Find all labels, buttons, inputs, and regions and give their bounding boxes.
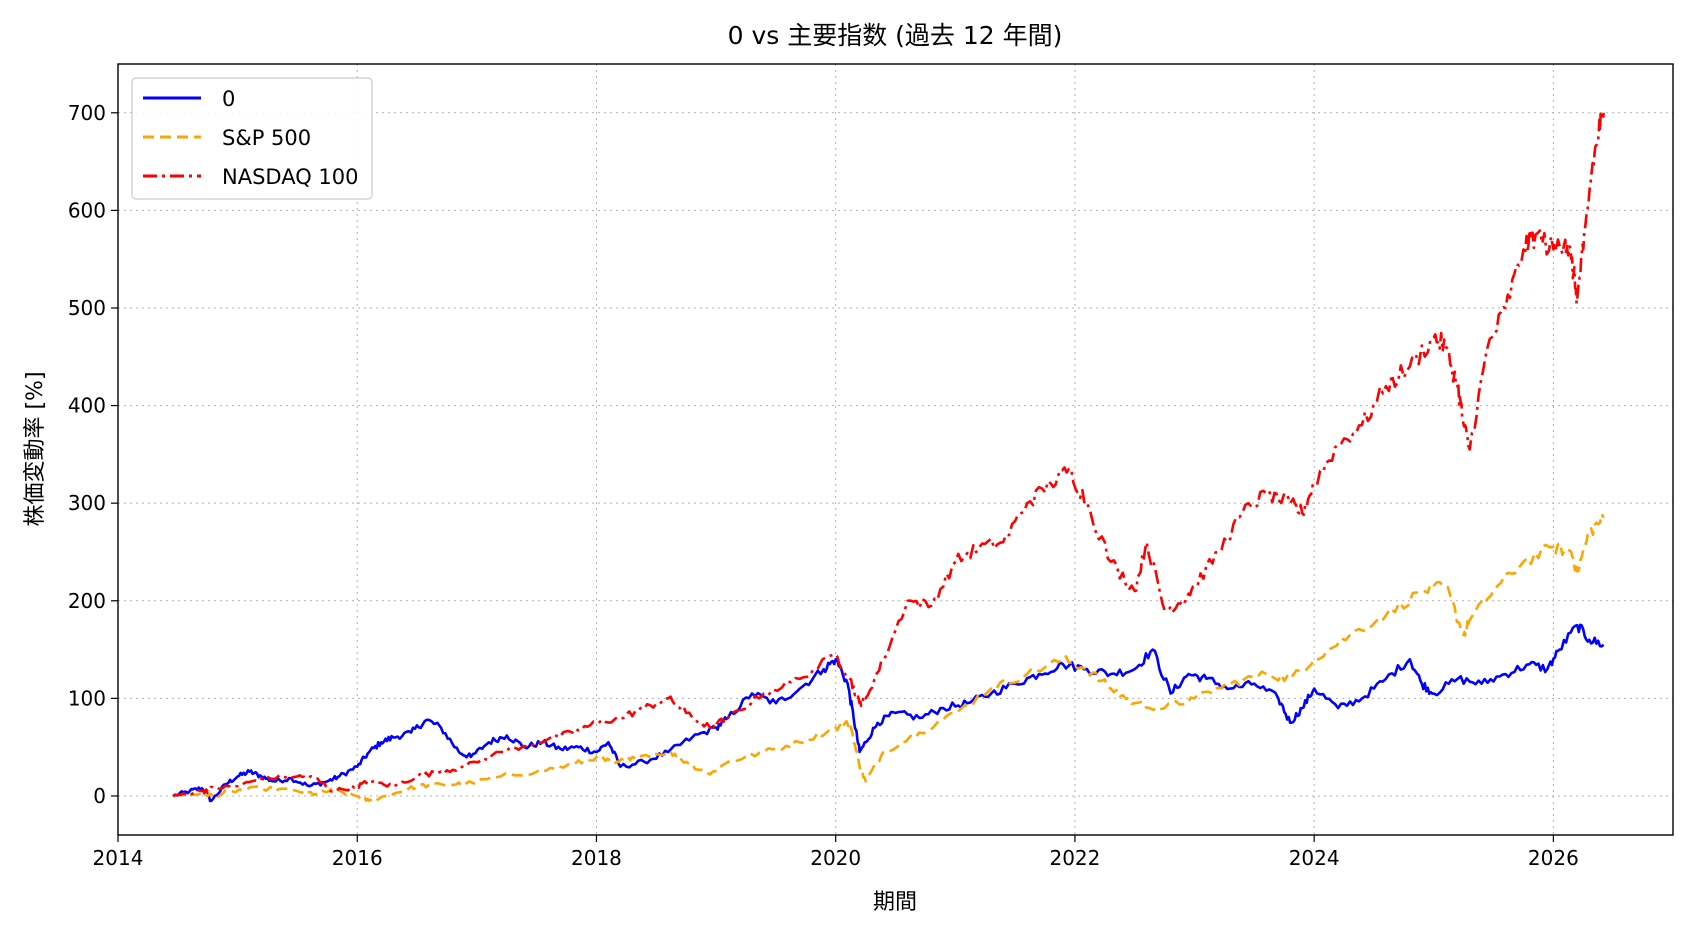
y-axis-title: 株価変動率 [%] <box>23 371 48 526</box>
y-tick-label: 700 <box>68 101 106 125</box>
y-axis: 0 100 200 300 400 500 600 700 <box>68 101 118 808</box>
x-tick-label: 2014 <box>93 846 144 870</box>
y-tick-label: 400 <box>68 394 106 418</box>
x-axis-title: 期間 <box>873 890 917 915</box>
series-line-2 <box>172 110 1605 798</box>
series-line-1 <box>172 512 1605 803</box>
y-tick-label: 200 <box>68 589 106 613</box>
x-tick-label: 2022 <box>1049 846 1100 870</box>
legend: 0 S&P 500 NASDAQ 100 <box>131 77 373 200</box>
x-tick-label: 2018 <box>571 846 622 870</box>
y-tick-label: 0 <box>93 784 106 808</box>
series-line-0 <box>172 623 1605 803</box>
y-tick-label: 500 <box>68 296 106 320</box>
chart-title: 0 vs 主要指数 (過去 12 年間) <box>728 21 1063 50</box>
series-layer <box>172 110 1605 803</box>
x-tick-label: 2024 <box>1289 846 1340 870</box>
plot-frame <box>117 63 1674 836</box>
legend-label-2: NASDAQ 100 <box>222 165 359 189</box>
y-tick-label: 300 <box>68 491 106 515</box>
legend-label-1: S&P 500 <box>222 126 311 150</box>
y-tick-label: 100 <box>68 686 106 710</box>
y-tick-label: 600 <box>68 198 106 222</box>
x-tick-label: 2016 <box>332 846 383 870</box>
legend-box <box>131 77 373 200</box>
x-tick-label: 2026 <box>1528 846 1579 870</box>
grid <box>117 64 1673 835</box>
x-tick-label: 2020 <box>810 846 861 870</box>
x-axis: 2014 2016 2018 2020 2022 2024 2026 <box>93 835 1579 870</box>
legend-label-0: 0 <box>222 87 235 111</box>
